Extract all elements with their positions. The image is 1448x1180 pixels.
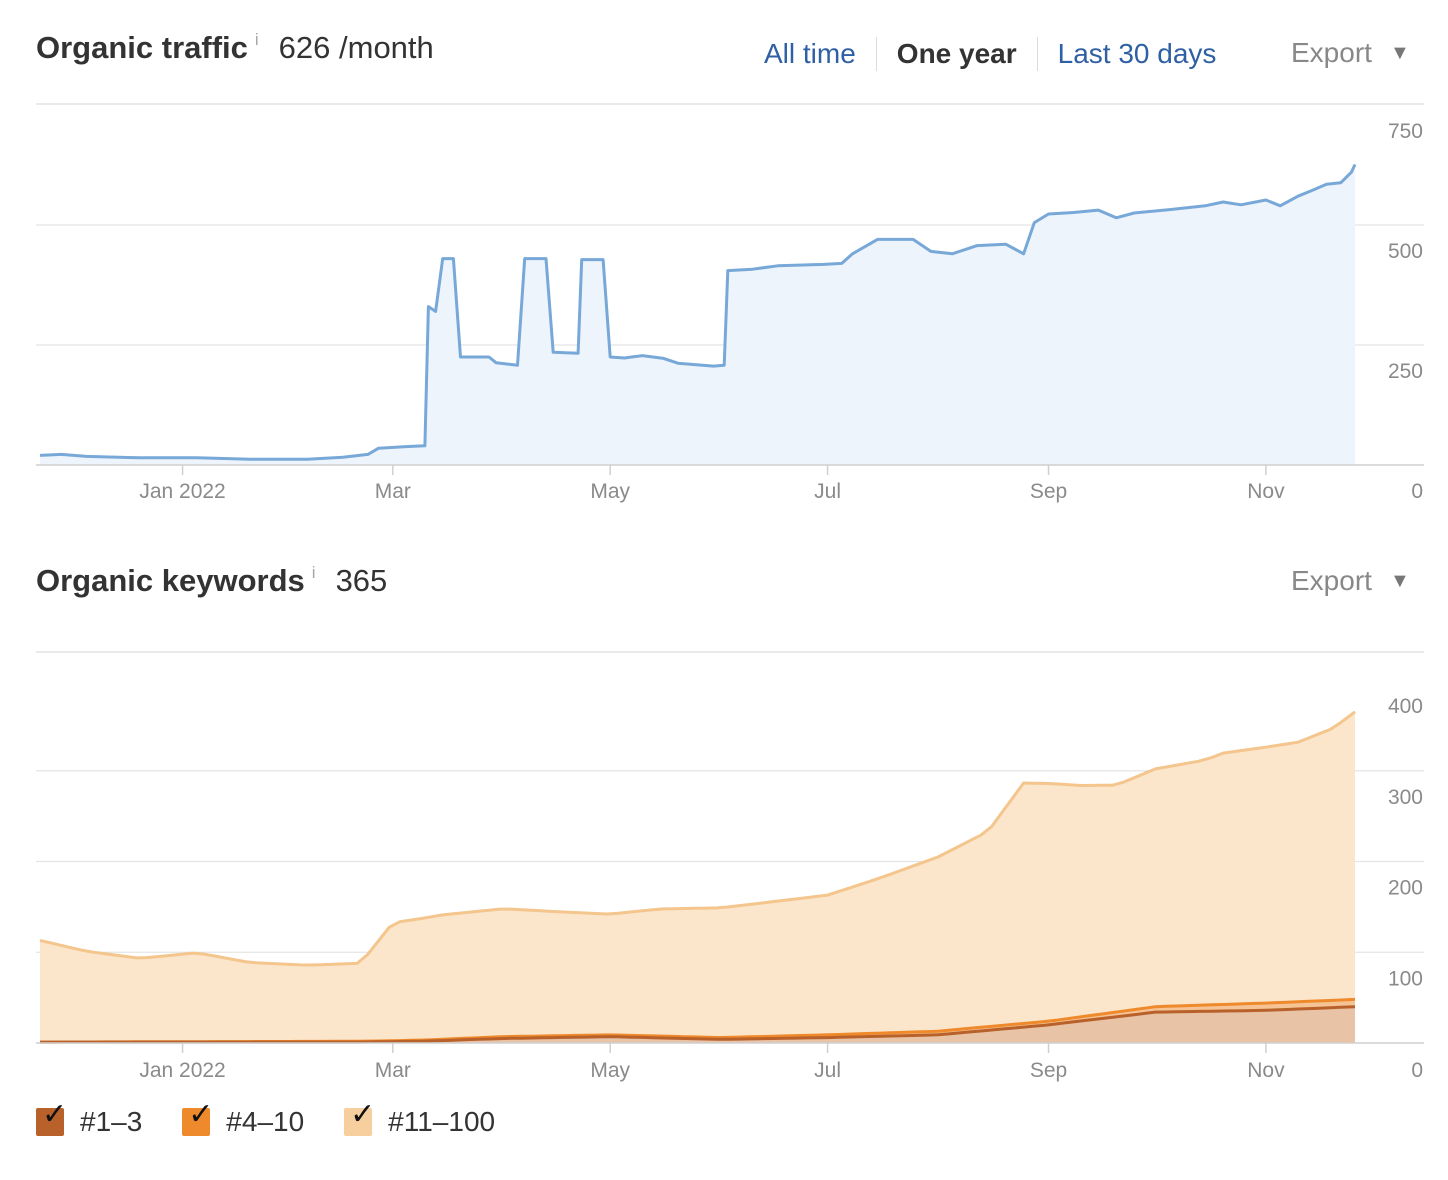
keywords-export-button[interactable]: Export ▼ <box>1291 565 1410 597</box>
x-tick-label: Nov <box>1247 1059 1285 1082</box>
keywords-title: Organic keywords <box>36 563 305 598</box>
y-tick-label: 0 <box>1411 1059 1423 1082</box>
keywords-legend: ✓ #1–3 ✓ #4–10 ✓ #11–100 <box>36 1100 535 1138</box>
export-label: Export <box>1291 565 1372 596</box>
keywords-line-2 <box>39 710 1356 967</box>
caret-down-icon: ▼ <box>1389 41 1410 64</box>
keywords-info-icon[interactable]: i <box>311 563 316 582</box>
y-tick-label: 750 <box>1388 120 1423 143</box>
legend-checkbox[interactable]: ✓ <box>182 1100 213 1136</box>
traffic-line <box>39 163 1357 461</box>
x-tick-label: Jul <box>814 480 841 503</box>
check-icon: ✓ <box>188 1097 214 1132</box>
keywords-area-0 <box>40 1006 1355 1043</box>
traffic-export-button[interactable]: Export ▼ <box>1291 37 1410 69</box>
x-tick-label: May <box>590 1059 630 1082</box>
range-divider <box>875 37 877 71</box>
traffic-value: 626 /month <box>278 30 434 65</box>
y-tick-label: 200 <box>1388 877 1423 900</box>
x-tick-label: Nov <box>1247 480 1285 503</box>
keywords-value: 365 <box>335 563 388 598</box>
x-tick-label: Jul <box>814 1059 841 1082</box>
y-tick-label: 400 <box>1388 695 1423 718</box>
y-tick-label: 250 <box>1388 360 1423 383</box>
x-tick-label: Jan 2022 <box>139 480 225 503</box>
y-tick-label: 300 <box>1388 786 1423 809</box>
range-divider <box>1036 37 1038 71</box>
legend-item-top100[interactable]: ✓ #11–100 <box>344 1100 496 1138</box>
tab-all-time[interactable]: All time <box>764 38 856 69</box>
legend-checkbox[interactable]: ✓ <box>344 1100 375 1136</box>
keywords-header: Organic keywords i 365 <box>36 563 387 599</box>
legend-label: #11–100 <box>388 1106 496 1137</box>
y-tick-label: 500 <box>1388 240 1423 263</box>
tab-last-30-days[interactable]: Last 30 days <box>1057 38 1217 69</box>
x-tick-label: Sep <box>1030 1059 1067 1082</box>
range-selector: All time One year Last 30 days <box>744 36 1236 72</box>
traffic-area <box>40 164 1355 465</box>
tab-one-year[interactable]: One year <box>896 38 1017 69</box>
export-label: Export <box>1291 37 1372 68</box>
y-tick-label: 100 <box>1388 967 1423 990</box>
legend-item-top3[interactable]: ✓ #1–3 <box>36 1100 143 1138</box>
traffic-title: Organic traffic <box>36 30 248 65</box>
y-tick-label: 0 <box>1411 480 1423 503</box>
x-tick-label: Mar <box>375 1059 411 1082</box>
legend-label: #4–10 <box>226 1106 305 1137</box>
caret-down-icon: ▼ <box>1389 569 1410 592</box>
traffic-info-icon[interactable]: i <box>254 30 259 49</box>
x-tick-label: Sep <box>1030 480 1067 503</box>
x-tick-label: Mar <box>375 480 411 503</box>
traffic-chart[interactable]: 0 250 500 750 Jan 2022 Mar May Jul Sep Nov <box>0 0 1448 520</box>
legend-checkbox[interactable]: ✓ <box>36 1100 67 1136</box>
check-icon: ✓ <box>42 1097 68 1132</box>
keywords-area-2 <box>40 711 1355 1043</box>
legend-label: #1–3 <box>80 1106 143 1137</box>
legend-item-top10[interactable]: ✓ #4–10 <box>182 1100 305 1138</box>
x-tick-label: Jan 2022 <box>139 1059 225 1082</box>
keywords-line-0 <box>40 1005 1356 1044</box>
check-icon: ✓ <box>350 1097 376 1132</box>
keywords-chart[interactable]: 0 100 200 300 400 Jan 2022 Mar May Jul Sep Nov <box>0 520 1448 1095</box>
traffic-header: Organic traffic i 626 /month <box>36 30 434 66</box>
x-tick-label: May <box>590 480 630 503</box>
